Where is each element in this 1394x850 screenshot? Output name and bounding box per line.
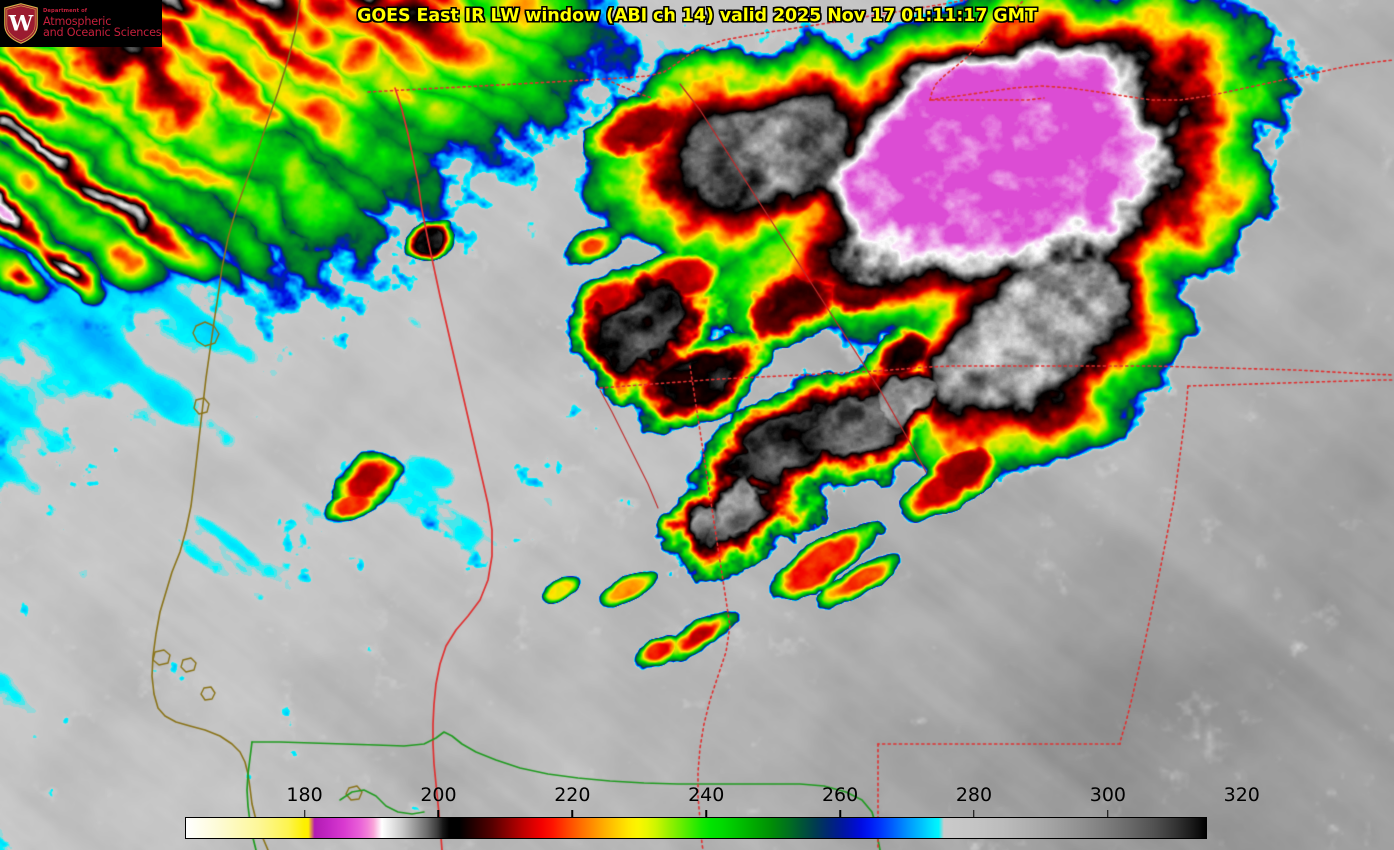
colorbar-tick-label: 220 [554, 784, 591, 806]
colorbar-tick [705, 810, 707, 817]
colorbar-tick [973, 810, 975, 817]
svg-text:W: W [8, 11, 34, 37]
colorbar-tick [437, 810, 440, 817]
colorbar-tick [1107, 810, 1109, 817]
colorbar-gradient-bar [185, 817, 1207, 839]
logo-line-2: and Oceanic Sciences [43, 25, 162, 39]
uw-crest-icon: W [4, 3, 38, 44]
colorbar-tick-label: 300 [1089, 784, 1126, 806]
colorbar-tick-labels: 180 200 220 240 260 280 300 320 [185, 784, 1259, 810]
logo-line-1: Atmospheric [43, 14, 112, 28]
colorbar-tick-label: 320 [1223, 784, 1260, 806]
colorbar-tick-label: 180 [286, 784, 323, 806]
colorbar-tick [303, 810, 306, 817]
colorbar-tick [839, 810, 841, 817]
colorbar-tick [571, 810, 574, 817]
colorbar-tick-label: 260 [821, 784, 859, 806]
colorbar-tick-label: 280 [955, 784, 993, 806]
logo-department-line: Department of [43, 7, 88, 14]
colorbar-tick-label: 240 [688, 784, 725, 806]
image-title-banner: GOES East IR LW window (ABI ch 14) valid… [357, 6, 1037, 26]
uw-madison-aos-logo: W Department of Atmospheric and Oceanic … [0, 0, 162, 47]
logo-text-block: Department of Atmospheric and Oceanic Sc… [43, 7, 162, 39]
colorbar-tick-label: 200 [420, 784, 457, 806]
colorbar-tick-marks [185, 810, 1207, 817]
brightness-temperature-colorbar: 180 200 220 240 260 280 300 320 [185, 784, 1260, 839]
